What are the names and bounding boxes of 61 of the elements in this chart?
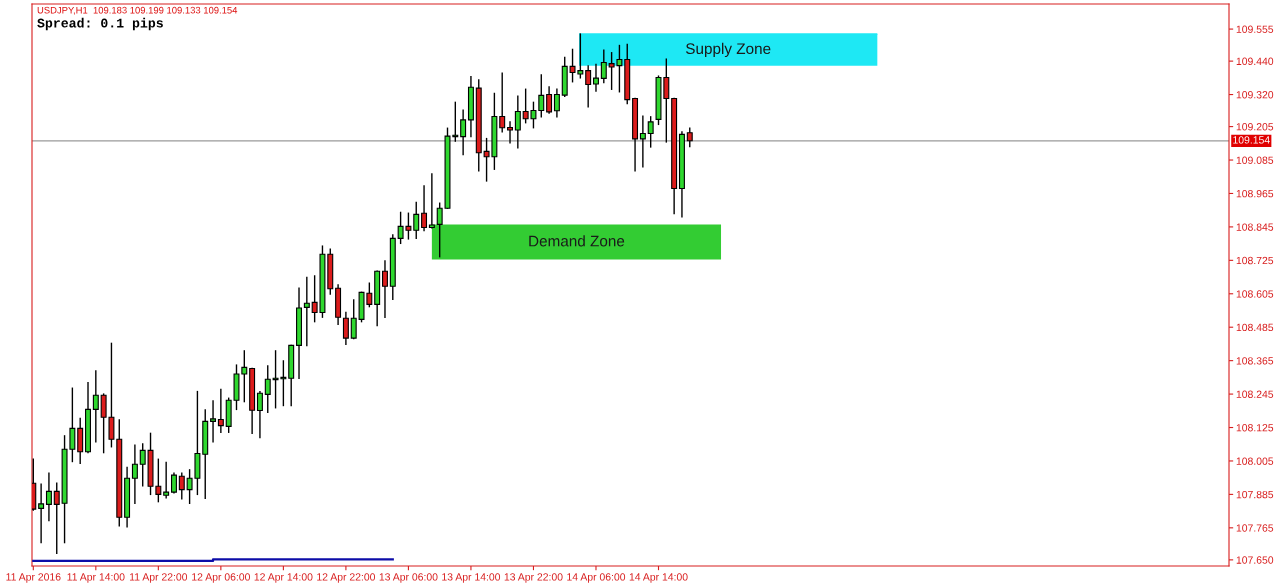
candlestick	[686, 127, 693, 148]
y-tick-label: 109.320	[1236, 91, 1274, 99]
candlestick	[546, 86, 553, 114]
y-tick-label: 108.365	[1236, 357, 1274, 365]
x-tick-label: 12 Apr 22:00	[317, 573, 376, 583]
candlestick	[507, 121, 513, 144]
x-tick-label: 12 Apr 06:00	[192, 573, 250, 583]
candlestick	[163, 461, 170, 499]
candlestick	[553, 88, 560, 118]
candlestick	[38, 483, 45, 544]
y-tick-label: 108.965	[1236, 189, 1274, 198]
candlestick	[303, 276, 310, 347]
x-tick-label: 13 Apr 22:00	[504, 573, 563, 583]
candlestick	[217, 388, 224, 433]
ref-line-label: 109.154	[1233, 136, 1270, 144]
text: Spread: 0.1 pips	[37, 17, 163, 31]
x-tick-label: 13 Apr 14:00	[442, 573, 501, 583]
candlestick	[585, 65, 592, 108]
y-tick-label: 107.765	[1236, 524, 1274, 532]
candlestick	[131, 444, 138, 505]
candlestick	[460, 109, 467, 156]
candlestick	[256, 390, 263, 439]
y-tick-label: 109.085	[1236, 156, 1274, 164]
candlestick	[600, 49, 607, 84]
y-tick-label: 109.205	[1236, 123, 1274, 131]
candlestick	[77, 417, 84, 464]
candlestick	[92, 370, 99, 443]
y-tick-label: 108.725	[1236, 256, 1274, 265]
x-tick-label: 13 Apr 06:00	[379, 573, 438, 583]
candlestick	[210, 400, 217, 443]
candlestick	[499, 72, 506, 133]
chart-title: USDJPY,H1 109.183 109.199 109.133 109.154	[37, 6, 238, 15]
x-tick-label: 14 Apr 06:00	[567, 573, 626, 583]
candlestick	[514, 95, 521, 149]
y-tick-label: 107.885	[1236, 490, 1274, 499]
series-label: Supply Zone	[685, 42, 771, 58]
y-tick-label: 108.125	[1236, 424, 1274, 432]
x-tick-label: 11 Apr 22:00	[129, 573, 188, 583]
candlestick	[647, 116, 654, 148]
y-tick-label: 107.650	[1236, 556, 1274, 564]
candlestick	[421, 185, 428, 232]
y-tick-label: 109.440	[1236, 57, 1274, 65]
y-tick-label: 109.555	[1236, 25, 1274, 33]
candlestick	[45, 472, 52, 522]
x-tick-label: 14 Apr 14:00	[629, 573, 688, 583]
candlestick	[593, 63, 599, 92]
candlestick	[342, 311, 349, 345]
candlestick	[382, 260, 388, 318]
x-tick-label: 11 Apr 2016	[6, 573, 61, 583]
candlestick	[170, 472, 177, 494]
series-label: Demand Zone	[529, 235, 625, 247]
candlestick	[178, 472, 185, 500]
x-tick-label: 12 Apr 14:00	[254, 573, 313, 583]
x-tick-label: 11 Apr 14:00	[67, 573, 125, 583]
candlestick	[639, 115, 646, 168]
y-tick-label: 108.605	[1236, 290, 1274, 298]
y-tick-label: 108.005	[1236, 457, 1274, 465]
y-tick-label: 108.845	[1236, 223, 1274, 231]
y-tick-label: 108.485	[1236, 323, 1274, 332]
candlestick	[413, 201, 420, 240]
y-tick-label: 108.245	[1236, 390, 1274, 398]
